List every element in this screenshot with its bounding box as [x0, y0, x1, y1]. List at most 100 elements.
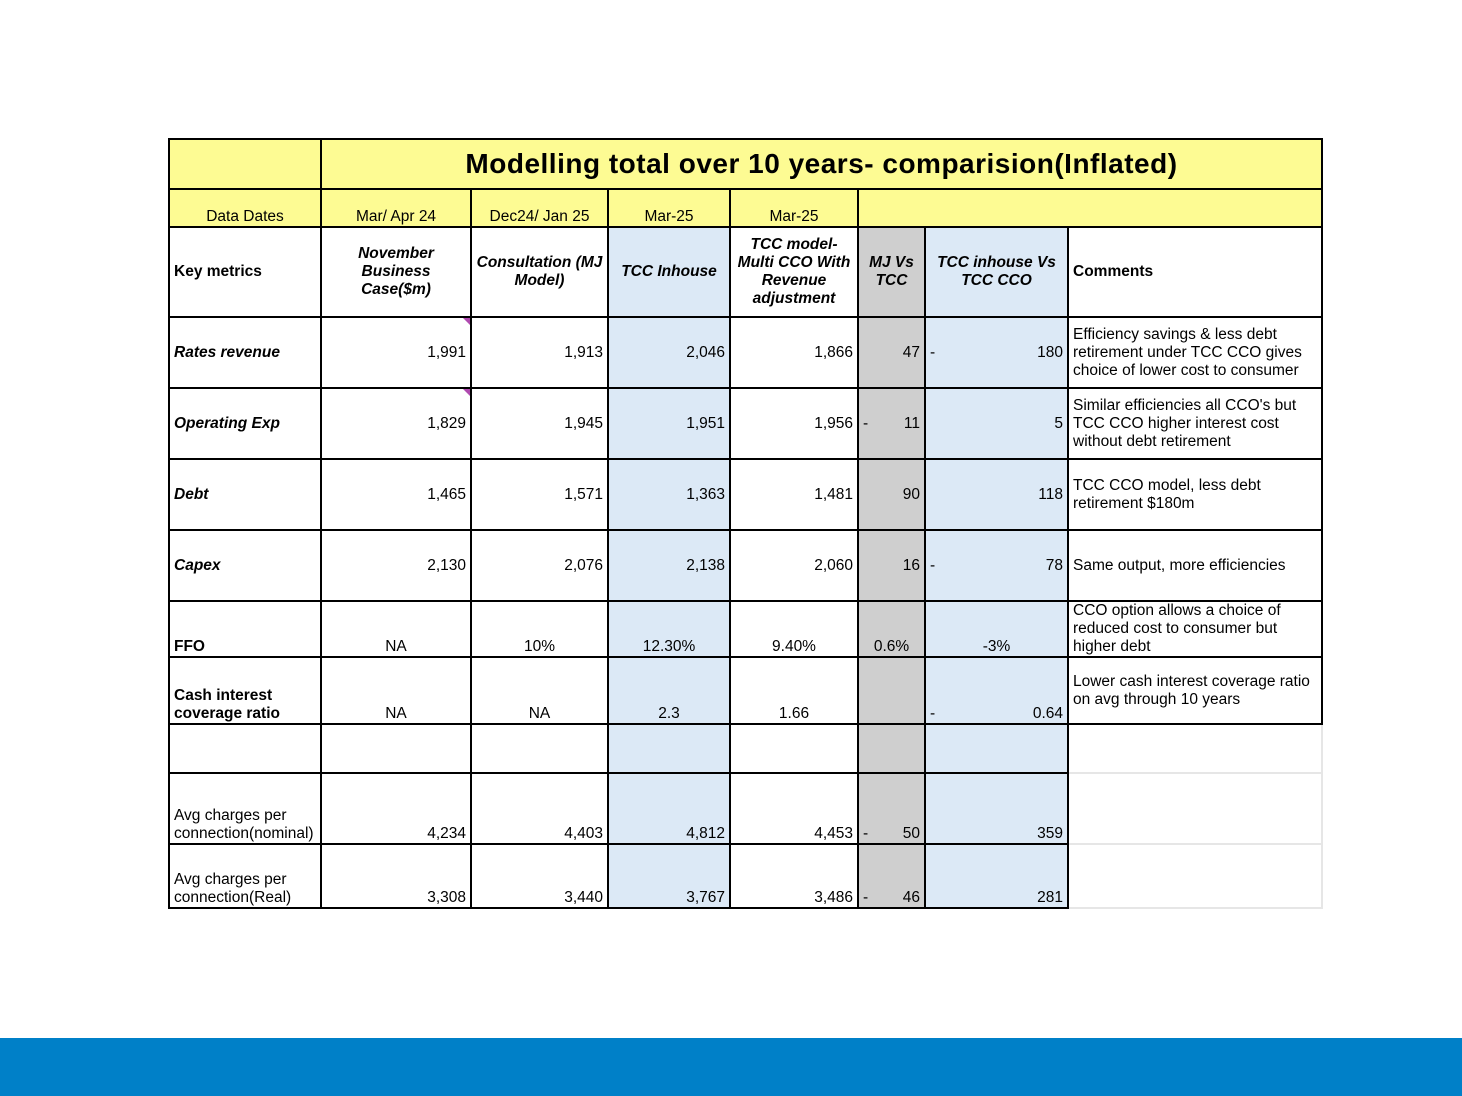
value-consultation: 10% [470, 600, 609, 658]
title-corner-cell [168, 138, 322, 190]
value-tcc-inhouse: 1,363 [607, 458, 731, 531]
date-consultation: Dec24/ Jan 25 [470, 188, 609, 228]
comment: TCC CCO model, less debt retirement $180… [1067, 458, 1323, 531]
value-consultation: 1,913 [470, 316, 609, 389]
comment [1067, 723, 1323, 774]
sign: - [930, 343, 936, 361]
metric-label: Avg charges per connection(nominal) [168, 772, 322, 845]
value-tcc-inhouse: 12.30% [607, 600, 731, 658]
value-nov-business-case: 1,991 [320, 316, 472, 389]
diff-value: 5 [1054, 414, 1063, 432]
value-tcc-inhouse-vs-cco: -3% [924, 600, 1069, 658]
header-tcc-model-multi: TCC model- Multi CCO With Revenue adjust… [729, 226, 859, 318]
table-row: Debt 1,465 1,571 1,363 1,481 90 118 TCC … [168, 458, 1323, 531]
comment: Efficiency savings & less debt retiremen… [1067, 316, 1323, 389]
data-dates-label: Data Dates [168, 188, 322, 228]
value-tcc-inhouse-vs-cco [924, 723, 1069, 774]
table-row: Cash interest coverage ratio NA NA 2.3 1… [168, 656, 1323, 725]
metric-label: Cash interest coverage ratio [168, 656, 322, 725]
metric-label [168, 723, 322, 774]
value-tcc-inhouse: 4,812 [607, 772, 731, 845]
sign: - [863, 825, 869, 842]
value-mj-vs-tcc: 90 [857, 458, 926, 531]
value-consultation: 1,945 [470, 387, 609, 460]
value-tcc-inhouse: 2.3 [607, 656, 731, 725]
value-mj-vs-tcc: 0.6% [857, 600, 926, 658]
comment [1067, 772, 1323, 845]
date-tcc-inhouse: Mar-25 [607, 188, 731, 228]
comment: Same output, more efficiencies [1067, 529, 1323, 602]
diff-value: 118 [1038, 485, 1063, 503]
value-consultation: 2,076 [470, 529, 609, 602]
sign: - [863, 414, 869, 432]
value-nov-business-case: 2,130 [320, 529, 472, 602]
diff-value: 50 [902, 825, 920, 842]
value-nov-business-case: 3,308 [320, 843, 472, 909]
comment: Similar efficiencies all CCO's but TCC C… [1067, 387, 1323, 460]
value-tcc-inhouse: 2,046 [607, 316, 731, 389]
value-tcc-inhouse [607, 723, 731, 774]
table-row: Avg charges per connection(Real) 3,308 3… [168, 843, 1323, 909]
table-title: Modelling total over 10 years- comparisi… [320, 138, 1323, 190]
value-nov-business-case: 4,234 [320, 772, 472, 845]
diff-value: 78 [1045, 556, 1063, 574]
diff-value: 281 [1037, 889, 1063, 906]
value-tcc-model-multi: 1,481 [729, 458, 859, 531]
value-mj-vs-tcc: - 11 [857, 387, 926, 460]
value-tcc-model-multi: 9.40% [729, 600, 859, 658]
value-mj-vs-tcc [857, 723, 926, 774]
comment: CCO option allows a choice of reduced co… [1067, 600, 1323, 658]
metric-label: Rates revenue [168, 316, 322, 389]
date-empty-cell [857, 188, 1323, 228]
value-tcc-inhouse: 2,138 [607, 529, 731, 602]
value-tcc-model-multi: 2,060 [729, 529, 859, 602]
value-tcc-inhouse-vs-cco: 281 [924, 843, 1069, 909]
sign: - [930, 556, 936, 574]
value-tcc-model-multi: 4,453 [729, 772, 859, 845]
value-nov-business-case: 1,465 [320, 458, 472, 531]
table-row: Rates revenue 1,991 1,913 2,046 1,866 47… [168, 316, 1323, 389]
diff-value: 11 [903, 414, 920, 432]
value-mj-vs-tcc [857, 656, 926, 725]
value-nov-business-case: 1,829 [320, 387, 472, 460]
value-tcc-model-multi: 1,866 [729, 316, 859, 389]
diff-value: 46 [902, 889, 920, 906]
value-tcc-inhouse-vs-cco: - 180 [924, 316, 1069, 389]
diff-value: 0.64 [1032, 705, 1063, 722]
value-consultation [470, 723, 609, 774]
metric-label: Avg charges per connection(Real) [168, 843, 322, 909]
diff-value: 180 [1037, 343, 1063, 361]
value-tcc-model-multi: 1.66 [729, 656, 859, 725]
header-mj-vs-tcc: MJ Vs TCC [857, 226, 926, 318]
header-comments: Comments [1067, 226, 1323, 318]
value-nov-business-case: NA [320, 600, 472, 658]
table-row: Operating Exp 1,829 1,945 1,951 1,956 - 1… [168, 387, 1323, 460]
comment: Lower cash interest coverage ratio on av… [1067, 656, 1323, 725]
sign: - [863, 889, 869, 906]
metric-label: Operating Exp [168, 387, 322, 460]
value-tcc-inhouse-vs-cco: 5 [924, 387, 1069, 460]
diff-value: 359 [1037, 825, 1063, 842]
value-tcc-inhouse-vs-cco: 359 [924, 772, 1069, 845]
value-nov-business-case: NA [320, 656, 472, 725]
value-tcc-model-multi [729, 723, 859, 774]
value-mj-vs-tcc: - 50 [857, 772, 926, 845]
comment [1067, 843, 1323, 909]
value-nov-business-case [320, 723, 472, 774]
metric-label: Capex [168, 529, 322, 602]
table-row [168, 723, 1323, 774]
header-tcc-inhouse-vs-cco: TCC inhouse Vs TCC CCO [924, 226, 1069, 318]
value-tcc-inhouse-vs-cco: - 78 [924, 529, 1069, 602]
header-tcc-inhouse: TCC Inhouse [607, 226, 731, 318]
header-nov-business-case: November Business Case($m) [320, 226, 472, 318]
value-tcc-inhouse-vs-cco: - 0.64 [924, 656, 1069, 725]
value-consultation: NA [470, 656, 609, 725]
table-row: Avg charges per connection(nominal) 4,23… [168, 772, 1323, 845]
date-nov-business-case: Mar/ Apr 24 [320, 188, 472, 228]
table-row: Capex 2,130 2,076 2,138 2,060 16 - 78 Sam… [168, 529, 1323, 602]
value-tcc-inhouse: 1,951 [607, 387, 731, 460]
comparison-table: Modelling total over 10 years- comparisi… [168, 138, 1323, 909]
diff-value: -3% [982, 638, 1011, 655]
table-row: FFO NA 10% 12.30% 9.40% 0.6% -3% CCO opt… [168, 600, 1323, 658]
